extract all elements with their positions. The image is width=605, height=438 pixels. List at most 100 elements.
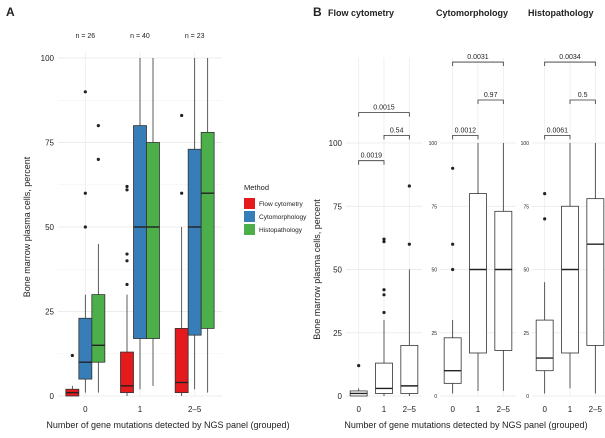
panel-b-p-value: 0.0012 xyxy=(455,127,477,134)
panel-a-iqr xyxy=(174,327,189,394)
panel-b-p-value: 0.97 xyxy=(484,92,498,99)
panel-a-outlier-point xyxy=(83,225,87,229)
panel-a-iqr xyxy=(133,125,147,339)
panel-a-outlier-point xyxy=(125,259,129,263)
panel-b-facet-title: Cytomorphology xyxy=(436,8,508,18)
panel-a-x-tick-label: 2–5 xyxy=(188,405,202,414)
panel-b-box xyxy=(349,364,368,397)
panel-b-p-value: 0.0015 xyxy=(373,105,395,112)
panel-b-comparison-bracket xyxy=(544,135,571,140)
panel-b-x-tick-label: 1 xyxy=(382,405,387,414)
panel-b-y-axis-title: Bone marrow plasma cells, percent xyxy=(312,199,322,340)
panel-b-x-tick-label: 1 xyxy=(568,405,573,414)
panel-b-comparison-bracket xyxy=(452,61,504,67)
panel-a-outlier-point xyxy=(83,191,87,195)
panel-a-outlier-point xyxy=(180,191,184,195)
panel-b-outlier-point xyxy=(451,242,455,246)
panel-a-legend-swatch xyxy=(244,198,255,209)
panel-b-comparison-bracket xyxy=(383,135,410,140)
panel-b-y-tick-label: 0 xyxy=(526,394,529,400)
panel-b-p-value: 0.54 xyxy=(390,127,404,134)
panel-a-iqr xyxy=(146,142,160,339)
panel-a-iqr xyxy=(91,294,106,363)
panel-b-box xyxy=(400,184,419,396)
panel-b-x-tick-label: 1 xyxy=(476,405,481,414)
panel-b-p-value: 0.0019 xyxy=(361,153,383,160)
panel-b-x-tick-label: 0 xyxy=(450,405,455,414)
panel-b-outlier-point xyxy=(407,184,411,188)
panel-b-x-axis-title: Number of gene mutations detected by NGS… xyxy=(344,420,587,430)
panel-b-box xyxy=(586,143,605,394)
panel-b-outlier-point xyxy=(382,310,386,315)
panel-a-legend-entry: Cytomorphology xyxy=(259,214,307,221)
panel-a-x-axis: 0 1 2–5 xyxy=(83,405,202,414)
panel-a-x-axis-title: Number of gene mutations detected by NGS… xyxy=(46,420,289,430)
panel-b-p-value: 0.0031 xyxy=(467,54,489,61)
panel-b-p-value: 0.0061 xyxy=(547,127,569,134)
panel-a-legend-entry: Flow cytometry xyxy=(259,201,303,208)
panel-b-x-tick-label: 2–5 xyxy=(497,405,511,414)
panel-b-iqr xyxy=(561,205,579,354)
panel-a-n-label: n = 40 xyxy=(130,33,150,40)
panel-b-iqr xyxy=(535,319,554,372)
panel-b-iqr xyxy=(469,193,487,354)
panel-a-y-tick-label: 50 xyxy=(45,223,54,232)
panel-b-facet-title: Flow cytometry xyxy=(328,8,394,18)
panel-b-comparison-bracket xyxy=(477,99,504,104)
panel-b-y-tick-label: 50 xyxy=(333,266,342,275)
panel-b-iqr xyxy=(375,362,393,394)
panel-a-legend: Method Flow cytometry Cytomorphology Histop… xyxy=(244,183,307,235)
panel-a-legend-swatch xyxy=(244,224,255,235)
panel-a-y-tick-label: 0 xyxy=(50,392,55,401)
panel-a-outlier-point xyxy=(83,90,87,94)
panel-a-x-tick-label: 0 xyxy=(83,405,88,414)
panel-a-box xyxy=(91,124,106,393)
panel-b-label: B xyxy=(313,5,322,19)
panel-a-box xyxy=(174,113,189,396)
panel-a-box xyxy=(120,184,134,396)
panel-a-box xyxy=(65,353,80,397)
panel-b-comparison-bracket xyxy=(358,112,410,117)
panel-b-y-tick-label: 100 xyxy=(429,141,438,147)
panel-b-box xyxy=(535,192,554,394)
panel-b-outlier-point xyxy=(382,293,386,297)
panel-b-box xyxy=(469,143,487,391)
panel-b-iqr xyxy=(400,344,419,394)
panel-b-p-value: 0.0034 xyxy=(559,54,581,61)
panel-a-legend-title: Method xyxy=(244,183,269,192)
panel-a-outlier-point xyxy=(180,113,184,118)
panel-b-facet: Histopathology 0 25 50 75 100 0 1 2–5 0.0034 0.006… xyxy=(521,8,605,414)
panel-a-box xyxy=(200,58,215,393)
panel-b-outlier-point xyxy=(407,242,411,246)
panel-b-iqr xyxy=(586,198,605,346)
panel-b-facet-title: Histopathology xyxy=(528,8,594,18)
panel-b-y-tick-label: 75 xyxy=(431,204,437,210)
panel-b-outlier-point xyxy=(382,288,386,292)
panel-b-y-tick-label: 75 xyxy=(523,204,529,210)
panel-b-y-tick-label: 25 xyxy=(523,331,529,337)
panel-a-outlier-point xyxy=(96,124,100,128)
panel-a-y-axis-title: Bone marrow plasma cells, percent xyxy=(22,156,32,297)
panel-a-outlier-point xyxy=(125,188,129,192)
panel-a-boxes xyxy=(65,58,215,397)
panel-a-outlier-point xyxy=(70,353,74,358)
panel-b-y-tick-label: 0 xyxy=(434,394,437,400)
panel-a-y-tick-label: 25 xyxy=(45,308,54,317)
panel-b-outlier-point xyxy=(357,364,361,368)
panel-a-box xyxy=(133,58,147,390)
panel-a-outlier-point xyxy=(125,282,129,287)
panel-b-x-tick-label: 0 xyxy=(356,405,361,414)
panel-b-x-tick-label: 0 xyxy=(542,405,547,414)
panel-b-y-tick-label: 100 xyxy=(329,139,343,148)
panel-a-iqr xyxy=(78,317,93,380)
panel-a-legend-entry: Histopathology xyxy=(259,227,303,234)
panel-b-y-tick-label: 75 xyxy=(333,202,342,211)
panel-b-outlier-point xyxy=(451,267,455,272)
panel-a-iqr xyxy=(200,131,215,329)
panel-b-outlier-point xyxy=(382,240,386,244)
panel-b-facet: Cytomorphology 0 25 50 75 100 0 1 2–5 0.0031 0.001… xyxy=(429,8,516,414)
panel-a-y-tick-label: 75 xyxy=(45,139,54,148)
